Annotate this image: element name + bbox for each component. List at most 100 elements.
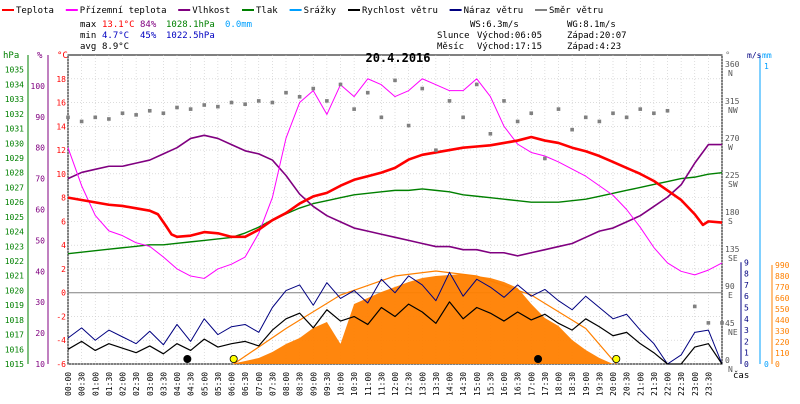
pressure-tick-label: 1033 — [5, 95, 24, 104]
wind-direction-point — [652, 111, 656, 116]
moon-rise: Východ:17:15 — [477, 42, 542, 52]
wind-direction-point — [624, 115, 629, 120]
wind-direction-point — [502, 99, 506, 103]
direction-tick-deg: 270 — [725, 134, 740, 143]
pressure-tick-label: 1018 — [5, 316, 24, 325]
stats-max-hum: 84% — [140, 20, 157, 30]
humidity-tick-label: 20 — [35, 329, 45, 338]
temperature-tick-label: 16 — [56, 99, 66, 108]
x-tick-label: 02:00 — [119, 372, 128, 396]
direction-tick-deg: 180 — [725, 208, 740, 217]
wind-tick-label: 5 — [744, 304, 749, 313]
stats-max-label: max — [80, 20, 97, 30]
solar-tick-label: 770 — [775, 283, 790, 292]
solar-tick-label: 440 — [775, 316, 790, 325]
wind-direction-point — [256, 99, 261, 103]
x-tick-label: 19:00 — [582, 372, 591, 396]
legend-item-label: Rychlost větru — [362, 6, 438, 16]
humidity-tick-label: 90 — [35, 113, 45, 122]
wind-tick-label: 8 — [744, 270, 749, 279]
wind-direction-point — [461, 115, 465, 120]
pressure-tick-label: 1019 — [5, 301, 24, 310]
solar-tick-label: 550 — [775, 305, 790, 314]
humidity-tick-label: 30 — [35, 298, 45, 307]
wind-direction-point — [529, 111, 534, 116]
wind-direction-point — [202, 103, 207, 107]
temperature-tick-label: 4 — [61, 241, 66, 250]
solar-tick-label: 220 — [775, 338, 790, 347]
x-tick-label: 10:00 — [337, 372, 346, 396]
unit-deg: ° — [725, 51, 730, 61]
moon-label: Měsíc — [437, 42, 464, 52]
pressure-tick-label: 1024 — [5, 228, 24, 237]
humidity-tick-label: 10 — [35, 360, 45, 369]
humidity-tick-label: 70 — [35, 175, 45, 184]
wind-tick-label: 2 — [744, 337, 749, 346]
solar-tick-label: 110 — [775, 349, 790, 358]
unit-pct: % — [37, 51, 43, 61]
x-tick-label: 03:30 — [159, 372, 168, 396]
legend-item-label: Srážky — [304, 6, 337, 16]
wind-direction-point — [325, 99, 329, 103]
stats-min-temp: 4.7°C — [102, 31, 129, 41]
ground-temperature-line — [67, 78, 723, 279]
humidity-line — [67, 134, 722, 257]
x-tick-label: 18:00 — [555, 372, 564, 396]
direction-tick-deg: 0 — [725, 356, 730, 365]
wind-direction-point — [270, 100, 275, 105]
temperature-tick-label: 12 — [56, 146, 66, 155]
unit-mm: mm — [762, 51, 772, 60]
wind-direction-point — [720, 321, 724, 325]
chart-title: 20.4.2016 — [365, 51, 430, 65]
direction-tick-dir: SW — [728, 180, 738, 189]
sunset-marker — [612, 354, 621, 363]
wind-tick-label: 3 — [744, 326, 749, 335]
temperature-tick-label: -4 — [56, 336, 66, 345]
x-tick-label: 11:00 — [364, 372, 373, 396]
x-tick-label: 09:30 — [323, 372, 332, 396]
wind-direction-point — [147, 108, 152, 113]
direction-tick-dir: N — [728, 69, 733, 78]
pressure-line — [67, 172, 723, 255]
moonset-marker — [183, 354, 192, 363]
direction-points — [66, 78, 724, 325]
pressure-tick-label: 1015 — [5, 360, 24, 369]
x-tick-label: 01:30 — [105, 372, 114, 396]
x-tick-label: 17:00 — [527, 372, 536, 396]
x-tick-label: 14:30 — [459, 372, 468, 396]
wind-wg: WG:8.1m/s — [567, 20, 616, 30]
direction-tick-deg: 135 — [725, 245, 740, 254]
x-tick-label: 09:00 — [309, 372, 318, 396]
x-tick-label: 01:00 — [91, 372, 100, 396]
x-tick-label: 22:00 — [664, 372, 673, 396]
wind-direction-point — [597, 119, 602, 124]
sun-label: Slunce — [437, 31, 470, 41]
direction-tick-deg: 360 — [725, 60, 740, 69]
wind-direction-point — [379, 115, 384, 120]
wind-direction-point — [406, 123, 411, 128]
pressure-tick-label: 1021 — [5, 272, 24, 281]
x-tick-label: 05:30 — [214, 372, 223, 396]
wind-direction-point — [420, 86, 425, 91]
x-tick-label: 05:00 — [200, 372, 209, 396]
wind-direction-point — [570, 127, 574, 132]
solar-tick-label: 990 — [775, 261, 790, 270]
x-tick-label: 14:00 — [446, 372, 455, 396]
pressure-tick-label: 1026 — [5, 198, 24, 207]
direction-tick-dir: NW — [728, 106, 738, 115]
direction-tick-dir: S — [728, 217, 733, 226]
x-tick-label: 06:30 — [241, 372, 250, 396]
solar-tick-label: 0 — [775, 360, 780, 369]
moon-set: Západ:4:23 — [567, 42, 621, 52]
unit-degc: °C — [57, 51, 68, 61]
unit-time: čas — [733, 370, 749, 381]
pressure-tick-label: 1022 — [5, 257, 24, 266]
wind-direction-point — [338, 82, 343, 87]
temperature-tick-label: -2 — [56, 312, 66, 321]
wind-direction-point — [93, 115, 98, 120]
wind-direction-point — [488, 131, 493, 136]
wind-direction-point — [161, 111, 166, 116]
x-tick-label: 13:30 — [432, 372, 441, 396]
x-tick-label: 23:30 — [704, 372, 713, 396]
stats-avg-temp: 8.9°C — [102, 42, 129, 52]
